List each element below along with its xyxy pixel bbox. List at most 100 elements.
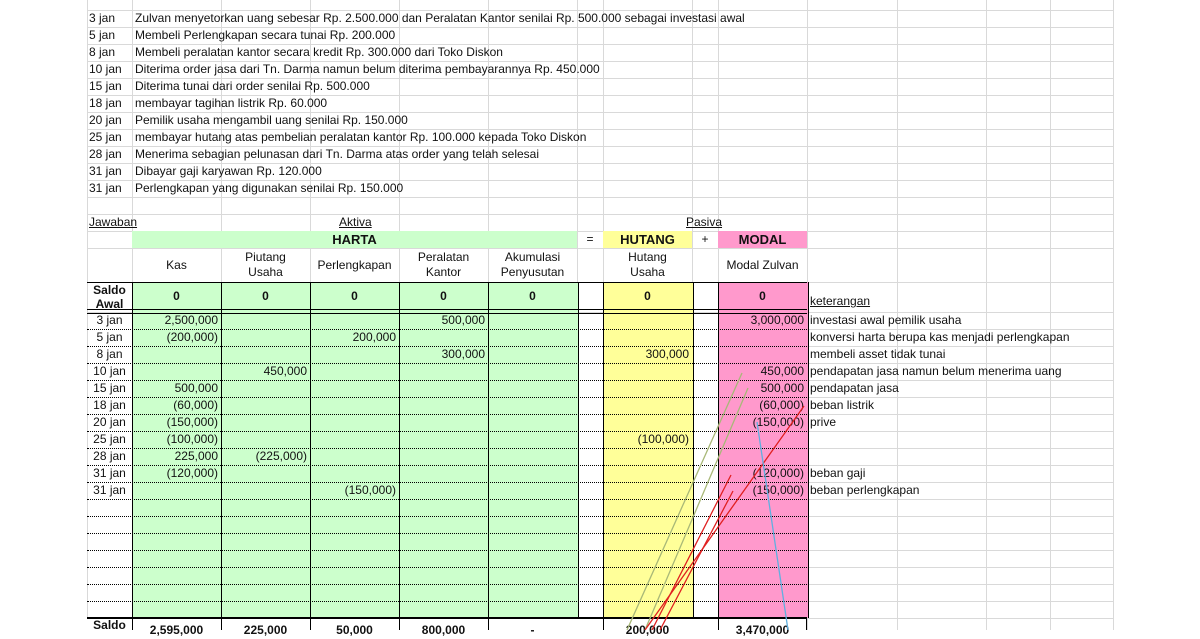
cell-value[interactable]: 300,000 — [441, 347, 485, 361]
cell-value[interactable]: (150,000) — [344, 483, 396, 497]
row-date: 28 jan — [93, 449, 126, 463]
column-header: Piutang Usaha — [245, 250, 286, 279]
problem-text: membayar tagihan listrik Rp. 60.000 — [135, 96, 328, 110]
row-date: 3 jan — [96, 313, 123, 327]
problem-date: 8 jan — [89, 45, 116, 59]
gridline — [807, 618, 1113, 619]
cell-value[interactable]: (225,000) — [255, 449, 307, 463]
gridline — [87, 197, 1113, 198]
gridline — [807, 329, 1113, 330]
cell-value[interactable]: (200,000) — [166, 330, 218, 344]
saldo-awal-value: 0 — [351, 289, 358, 303]
problem-text: Perlengkapan yang digunakan senilai Rp. … — [135, 181, 404, 195]
annotation-line — [756, 421, 789, 630]
saldo-awal-value: 0 — [644, 289, 651, 303]
dotted-row-line — [87, 584, 807, 585]
gridline — [87, 61, 1113, 62]
dotted-row-line — [87, 329, 807, 330]
column-fill — [310, 282, 401, 618]
cell-value[interactable]: 200,000 — [352, 330, 396, 344]
row-date: 20 jan — [93, 415, 126, 429]
row-date: 31 jan — [93, 483, 126, 497]
dotted-row-line — [87, 465, 807, 466]
cell-value[interactable]: (60,000) — [173, 398, 218, 412]
dotted-row-line — [87, 346, 807, 347]
cell-value[interactable]: 300,000 — [645, 347, 689, 361]
cell-value[interactable]: (100,000) — [166, 432, 218, 446]
col-border — [310, 617, 311, 630]
gridline — [807, 397, 1113, 398]
gridline — [807, 482, 1113, 483]
cell-value[interactable]: (150,000) — [752, 483, 804, 497]
col-border — [399, 617, 400, 630]
jawaban-label: Jawaban — [89, 215, 138, 229]
saldo-awal-value: 0 — [759, 289, 766, 303]
cell-value[interactable]: 450,000 — [760, 364, 804, 378]
column-header: Akumulasi Penyusutan — [500, 250, 565, 279]
keterangan-text: beban perlengkapan — [810, 483, 920, 497]
problem-text: Menerima sebagian pelunasan dari Tn. Dar… — [135, 147, 540, 161]
gridline — [807, 346, 1113, 347]
gridline — [1113, 0, 1114, 630]
annotation-line — [659, 490, 734, 630]
plus-sign: + — [701, 232, 709, 246]
modal-header: MODAL — [738, 232, 787, 247]
gridline — [87, 0, 88, 630]
row-date: 10 jan — [93, 364, 126, 378]
cell-value[interactable]: (60,000) — [759, 398, 804, 412]
cell-value[interactable]: (120,000) — [166, 466, 218, 480]
problem-text: Zulvan menyetorkan uang sebesar Rp. 2.50… — [135, 11, 745, 25]
dotted-row-line — [87, 499, 807, 500]
gridline — [87, 248, 1113, 249]
cell-value[interactable]: 500,000 — [760, 381, 804, 395]
problem-text: Pemilik usaha mengambil uang senilai Rp.… — [135, 113, 408, 127]
dotted-row-line — [87, 448, 807, 449]
row-date: 5 jan — [96, 330, 123, 344]
gridline — [807, 448, 1113, 449]
gridline — [87, 214, 1113, 215]
keterangan-text: beban listrik — [810, 398, 875, 412]
column-header: Peralatan Kantor — [417, 250, 470, 279]
gridline — [87, 78, 1113, 79]
gridline — [807, 380, 1113, 381]
cell-value[interactable]: (150,000) — [752, 415, 804, 429]
dotted-row-line — [87, 482, 807, 483]
keterangan-text: investasi awal pemilik usaha — [810, 313, 962, 327]
gridline — [807, 533, 1113, 534]
row-date: 15 jan — [93, 381, 126, 395]
problem-date: 18 jan — [89, 96, 122, 110]
hutang-header-fill — [603, 231, 692, 248]
saldo-awal-value: 0 — [262, 289, 269, 303]
double-line — [87, 309, 807, 314]
keterangan-text: pendapatan jasa — [810, 381, 899, 395]
dotted-row-line — [87, 431, 807, 432]
pasiva-label: Pasiva — [686, 215, 723, 229]
cell-value[interactable]: 450,000 — [263, 364, 307, 378]
row-date: 18 jan — [93, 398, 126, 412]
cell-value[interactable]: 3,000,000 — [750, 313, 804, 327]
column-fill — [718, 282, 809, 618]
cell-value[interactable]: (150,000) — [166, 415, 218, 429]
problem-date: 15 jan — [89, 79, 122, 93]
row-date: 31 jan — [93, 466, 126, 480]
cell-value[interactable]: 2,500,000 — [164, 313, 218, 327]
cell-value[interactable]: 500,000 — [441, 313, 485, 327]
cell-value[interactable]: 225,000 — [174, 449, 218, 463]
keterangan-label: keterangan — [810, 294, 871, 308]
column-fill — [603, 282, 694, 618]
column-fill — [399, 282, 490, 618]
saldo-akhir-row — [87, 617, 807, 632]
gridline — [87, 44, 1113, 45]
cell-value[interactable]: 500,000 — [174, 381, 218, 395]
problem-date: 31 jan — [89, 181, 122, 195]
gridline — [807, 465, 1113, 466]
gridline — [87, 129, 1113, 130]
dotted-row-line — [87, 550, 807, 551]
problem-text: Diterima tunai dari order senilai Rp. 50… — [135, 79, 370, 93]
col-border — [132, 617, 133, 630]
cell-value[interactable]: (100,000) — [637, 432, 689, 446]
gridline — [807, 516, 1113, 517]
gridline — [986, 0, 987, 630]
dotted-row-line — [87, 601, 807, 602]
